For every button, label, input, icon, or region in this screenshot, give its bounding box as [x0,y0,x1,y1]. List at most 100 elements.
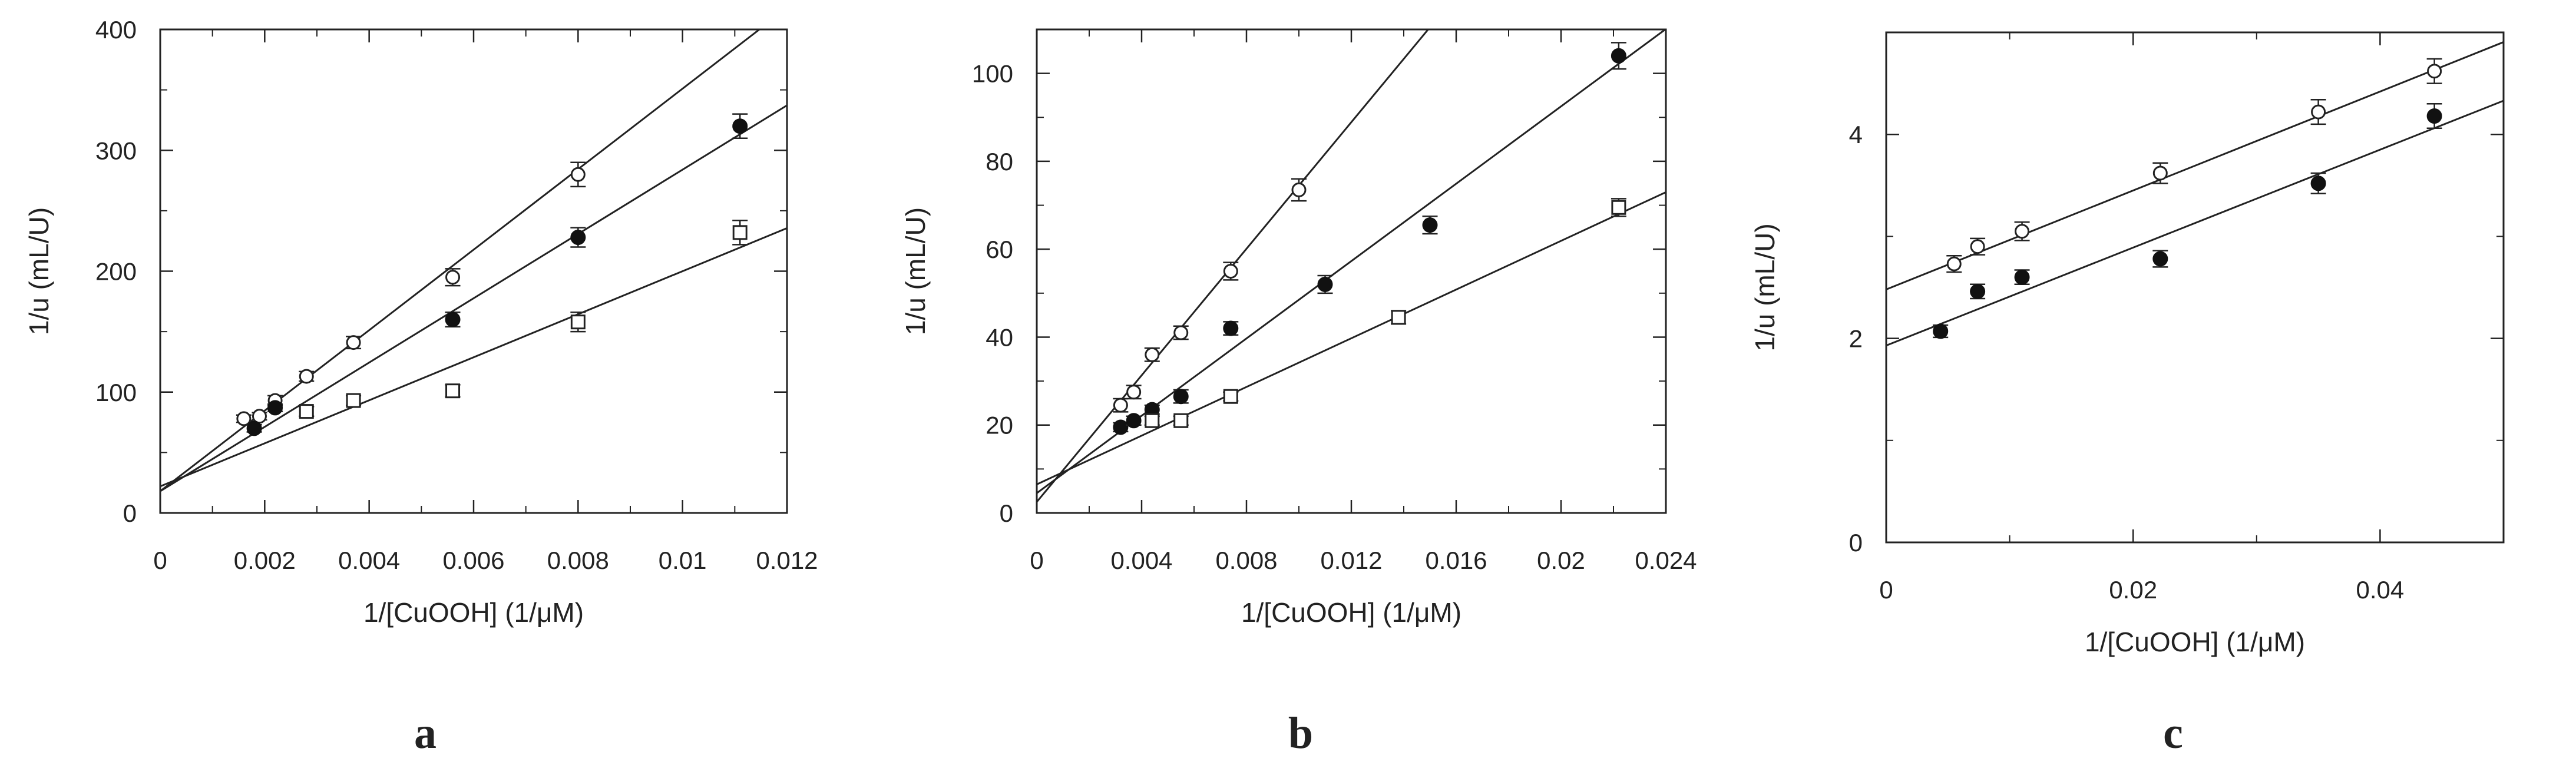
y-tick-label-c: 0 [1849,529,1863,557]
fit-line-b-open-circle [1037,29,1430,503]
x-tick-label-b: 0.012 [1320,547,1382,574]
x-tick-label-a: 0.002 [234,547,296,574]
x-axis-label-a: 1/[CuOOH] (1/μM) [363,597,584,628]
fit-line-a-open-square [160,227,787,488]
data-point-c-open-circle [1946,256,1962,271]
data-point-b-open-square [1391,310,1406,325]
data-point-b-open-circle [1145,347,1160,362]
y-tick-label-b: 100 [972,60,1013,88]
data-point-c-filled-circle [2014,269,2030,285]
x-tick-label-a: 0.012 [756,547,818,574]
y-tick-label-a: 0 [123,499,137,527]
data-point-b-open-square [1145,413,1160,428]
data-point-c-open-circle [2427,64,2442,79]
data-point-a-open-circle [570,167,586,182]
y-tick-label-b: 0 [1000,499,1013,527]
fit-line-b-filled-circle [1037,29,1666,494]
data-point-a-open-square [346,393,361,408]
data-point-b-open-square [1223,389,1238,404]
x-tick-label-b: 0.004 [1110,547,1172,574]
x-axis-label-c: 1/[CuOOH] (1/μM) [2085,627,2305,657]
panel-c-chart: 0 0.02 0.04 0 2 4 1/[CuOOH] (1/μM) 1/u (mL/U) c [1750,31,2505,758]
x-tick-label-b: 0.024 [1635,547,1697,574]
data-point-c-open-circle [2311,104,2326,120]
x-tick-label-a: 0.004 [338,547,400,574]
data-point-b-open-circle [1126,385,1142,400]
data-point-a-open-square [445,383,461,399]
y-tick-label-b: 60 [986,236,1013,263]
data-point-b-filled-circle [1422,217,1438,233]
data-point-a-filled-circle [445,312,461,327]
x-tick-label-a: 0.008 [547,547,609,574]
data-point-c-open-circle [1970,239,1985,254]
fit-line-c-filled-circle [1886,100,2504,347]
panel-label-a: a [414,708,437,758]
data-point-a-open-square [732,225,748,240]
data-point-c-open-circle [2152,165,2168,181]
panel-b-chart: 0 0.004 0.008 0.012 0.016 0.02 0.024 0 20 40 60 80 1… [900,28,1697,758]
data-point-a-open-square [299,404,314,419]
x-tick-label-b: 0.016 [1425,547,1487,574]
data-point-a-filled-circle [732,118,748,134]
x-tick-label-b: 0.008 [1215,547,1277,574]
data-point-b-open-circle [1173,325,1189,340]
data-point-b-open-circle [1113,398,1128,413]
data-point-c-filled-circle [1933,323,1949,339]
data-point-a-filled-circle [246,420,262,436]
x-tick-label-a: 0.01 [659,547,707,574]
data-point-a-open-circle [346,335,361,350]
data-point-b-open-circle [1223,264,1238,279]
x-tick-label-c: 0.02 [2109,576,2157,604]
plot-frame-c [1885,31,2505,544]
data-point-a-open-circle [236,411,252,426]
y-tick-label-b: 80 [986,148,1013,175]
data-point-c-filled-circle [2152,251,2168,267]
fit-line-a-open-circle [160,29,761,492]
data-point-c-filled-circle [1970,283,1986,299]
y-axis-label-a: 1/u (mL/U) [24,207,54,335]
plot-frame-a [159,28,788,514]
panel-label-b: b [1288,708,1313,758]
y-tick-label-c: 2 [1849,325,1863,353]
x-axis-label-b: 1/[CuOOH] (1/μM) [1241,597,1461,628]
data-point-b-open-circle [1291,182,1307,197]
data-point-b-filled-circle [1317,276,1333,292]
data-point-a-open-circle [299,369,314,384]
y-tick-label-c: 4 [1849,121,1863,148]
data-point-c-filled-circle [2310,175,2326,191]
data-point-b-filled-circle [1223,320,1239,336]
fit-line-a-filled-circle [160,104,787,492]
panel-label-c: c [2163,708,2183,758]
x-tick-label-b: 0.02 [1537,547,1585,574]
data-point-a-filled-circle [570,230,586,246]
data-point-b-filled-circle [1113,419,1129,435]
data-point-a-open-circle [445,270,461,285]
fit-line-c-open-circle [1886,41,2504,290]
x-tick-label-a: 0 [153,547,167,574]
y-tick-label-b: 40 [986,323,1013,351]
y-axis-label-b: 1/u (mL/U) [900,207,931,335]
x-tick-label-c: 0.04 [2356,576,2405,604]
x-tick-label-c: 0 [1879,576,1893,604]
fit-line-b-open-square [1037,191,1666,485]
y-tick-label-a: 200 [95,258,137,286]
data-point-a-filled-circle [267,400,283,416]
x-tick-label-a: 0.006 [442,547,504,574]
panel-a-chart: 0 0.002 0.004 0.006 0.008 0.01 0.012 0 100 200 300… [24,16,818,758]
data-point-b-filled-circle [1126,413,1142,429]
data-point-b-open-square [1173,413,1189,428]
y-tick-label-b: 20 [986,412,1013,439]
data-point-c-filled-circle [2426,108,2442,124]
data-point-c-open-circle [2015,224,2030,239]
data-point-b-filled-circle [1611,48,1626,64]
data-point-b-filled-circle [1173,389,1189,405]
y-tick-label-a: 300 [95,137,137,164]
x-tick-label-b: 0 [1030,547,1043,574]
data-point-a-open-circle [252,409,267,424]
y-tick-label-a: 400 [95,16,137,44]
y-tick-label-a: 100 [95,379,137,406]
data-point-b-open-square [1611,200,1626,215]
y-axis-label-c: 1/u (mL/U) [1750,223,1780,351]
data-point-a-open-square [570,314,586,330]
